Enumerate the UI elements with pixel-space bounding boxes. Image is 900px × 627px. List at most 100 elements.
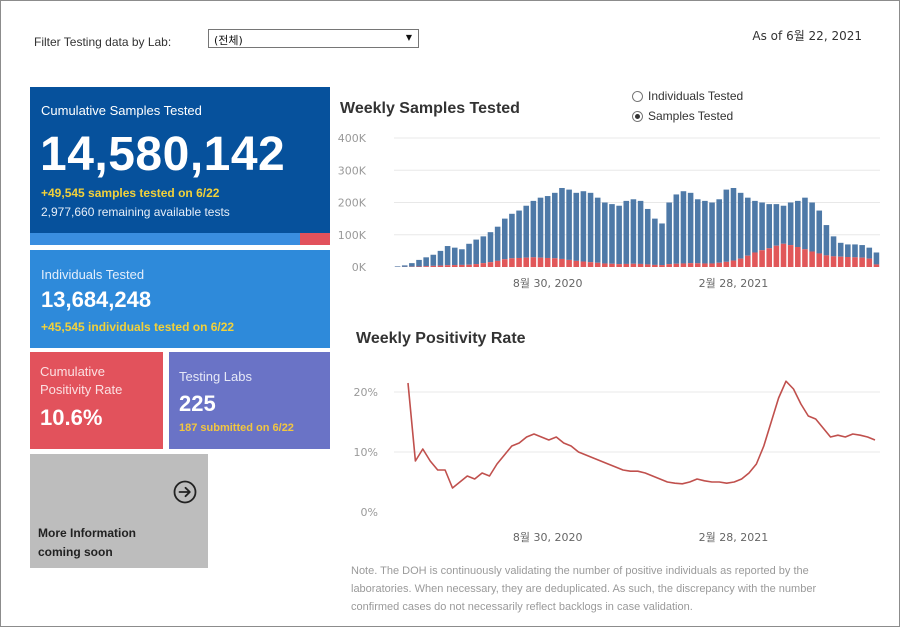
samples-bar: [702, 200, 708, 264]
samples-bar: [709, 202, 715, 264]
positive-samples-bar: [587, 262, 594, 267]
positive-samples-bar: [687, 263, 694, 267]
positive-samples-bar: [494, 260, 501, 267]
more-info-line-1: More Information: [38, 526, 136, 540]
positive-samples-bar: [459, 264, 465, 267]
positive-samples-bar: [652, 264, 658, 267]
kpi-labs-added: 187 submitted on 6/22: [179, 422, 294, 434]
samples-bar: [423, 257, 429, 267]
toggle-samples-tested[interactable]: Samples Tested: [632, 106, 743, 126]
kpi-individuals-tested[interactable]: Individuals Tested 13,684,248 +45,545 in…: [30, 250, 330, 348]
positive-samples-bar: [809, 251, 815, 267]
samples-x-tick-label: 8월 30, 2020: [513, 277, 583, 290]
filter-label: Filter Testing data by Lab:: [34, 35, 172, 49]
samples-bar: [652, 218, 658, 265]
samples-bar: [737, 192, 744, 259]
samples-bar: [716, 199, 722, 263]
positive-samples-bar: [451, 265, 458, 267]
positivity-x-tick-label: 2월 28, 2021: [699, 531, 769, 544]
lab-filter-value: (전체): [214, 34, 243, 47]
positive-samples-bar: [537, 257, 544, 267]
samples-y-tick-label: 300K: [338, 164, 367, 177]
kpi-cumulative-samples[interactable]: Cumulative Samples Tested 14,580,142 +49…: [30, 87, 330, 245]
radio-samples-icon[interactable]: [632, 110, 643, 122]
samples-bar: [401, 265, 408, 267]
positivity-line: [407, 380, 876, 489]
samples-bar: [487, 232, 494, 263]
positive-samples-bar: [544, 257, 551, 267]
samples-y-tick-label: 100K: [338, 229, 367, 242]
positive-samples-bar: [437, 265, 444, 267]
samples-bar: [537, 197, 544, 258]
more-information-tile[interactable]: More Information coming soon: [30, 454, 208, 568]
footnote-line-3: confirmed cases do not necessarily refle…: [351, 601, 693, 613]
samples-bar: [587, 192, 594, 263]
samples-bar: [859, 245, 865, 258]
positive-samples-bar: [501, 259, 508, 267]
available-tests-progress-bar: [30, 233, 330, 245]
positive-samples-bar: [716, 262, 722, 267]
samples-bar: [559, 187, 565, 259]
positivity-y-tick-label: 0%: [361, 506, 378, 519]
arrow-right-circle-icon[interactable]: [173, 480, 197, 504]
positive-samples-bar: [566, 259, 572, 267]
positive-samples-bar: [787, 245, 794, 267]
positive-samples-bar: [852, 257, 858, 267]
positive-samples-bar: [573, 260, 580, 267]
samples-bar: [666, 202, 672, 265]
samples-bar: [694, 199, 701, 264]
kpi-positivity-rate[interactable]: Cumulative Positivity Rate 10.6%: [30, 352, 163, 449]
positive-samples-bar: [516, 257, 522, 267]
samples-bar: [616, 205, 622, 265]
samples-bar: [787, 202, 794, 246]
radio-individuals-icon[interactable]: [632, 90, 643, 102]
kpi-individuals-added: +45,545 individuals tested on 6/22: [41, 320, 235, 334]
samples-bar: [473, 239, 479, 265]
positive-samples-bar: [644, 264, 651, 267]
positive-samples-bar: [866, 258, 873, 267]
positive-samples-bar: [752, 252, 758, 267]
positive-samples-bar: [723, 261, 730, 267]
samples-y-tick-label: 200K: [338, 197, 367, 210]
lab-filter-dropdown[interactable]: (전체) ▼: [208, 29, 419, 48]
samples-bar: [759, 202, 765, 251]
footnote: Note. The DOH is continuously validating…: [351, 562, 881, 616]
samples-bar: [866, 247, 873, 259]
positive-samples-bar: [859, 257, 865, 267]
chevron-down-icon: ▼: [405, 33, 412, 42]
positive-samples-bar: [480, 263, 487, 267]
kpi-samples-title: Cumulative Samples Tested: [41, 103, 202, 118]
samples-bar: [466, 243, 472, 265]
kpi-positivity-value: 10.6%: [40, 405, 103, 430]
toggle-individuals-tested[interactable]: Individuals Tested: [632, 86, 743, 106]
samples-bar: [680, 191, 687, 264]
positivity-x-tick-label: 8월 30, 2020: [513, 531, 583, 544]
toggle-samples-label: Samples Tested: [648, 109, 734, 123]
kpi-testing-labs[interactable]: Testing Labs 225 187 submitted on 6/22: [169, 352, 330, 449]
positive-samples-bar: [466, 264, 472, 267]
kpi-labs-value: 225: [179, 391, 216, 416]
samples-bar: [752, 200, 758, 253]
samples-bar: [730, 187, 737, 261]
positive-samples-bar: [673, 263, 680, 267]
footnote-line-1: Note. The DOH is continuously validating…: [351, 565, 809, 577]
positivity-y-tick-label: 20%: [354, 386, 378, 399]
samples-bar: [523, 205, 530, 258]
positive-samples-bar: [730, 260, 737, 267]
samples-bar: [780, 205, 787, 244]
positive-samples-bar: [766, 248, 773, 267]
positive-samples-bar: [837, 256, 844, 267]
positive-samples-bar: [609, 263, 615, 267]
positive-samples-bar: [530, 257, 537, 267]
positive-samples-bar: [744, 255, 751, 267]
positive-samples-bar: [702, 263, 708, 267]
samples-bar: [394, 266, 401, 267]
positive-samples-bar: [802, 249, 808, 267]
samples-bar: [630, 199, 637, 264]
samples-bar: [809, 202, 815, 252]
samples-bar: [544, 196, 551, 258]
positive-samples-bar: [444, 265, 451, 267]
kpi-samples-added: +49,545 samples tested on 6/22: [41, 186, 220, 200]
positive-samples-bar: [616, 264, 622, 267]
